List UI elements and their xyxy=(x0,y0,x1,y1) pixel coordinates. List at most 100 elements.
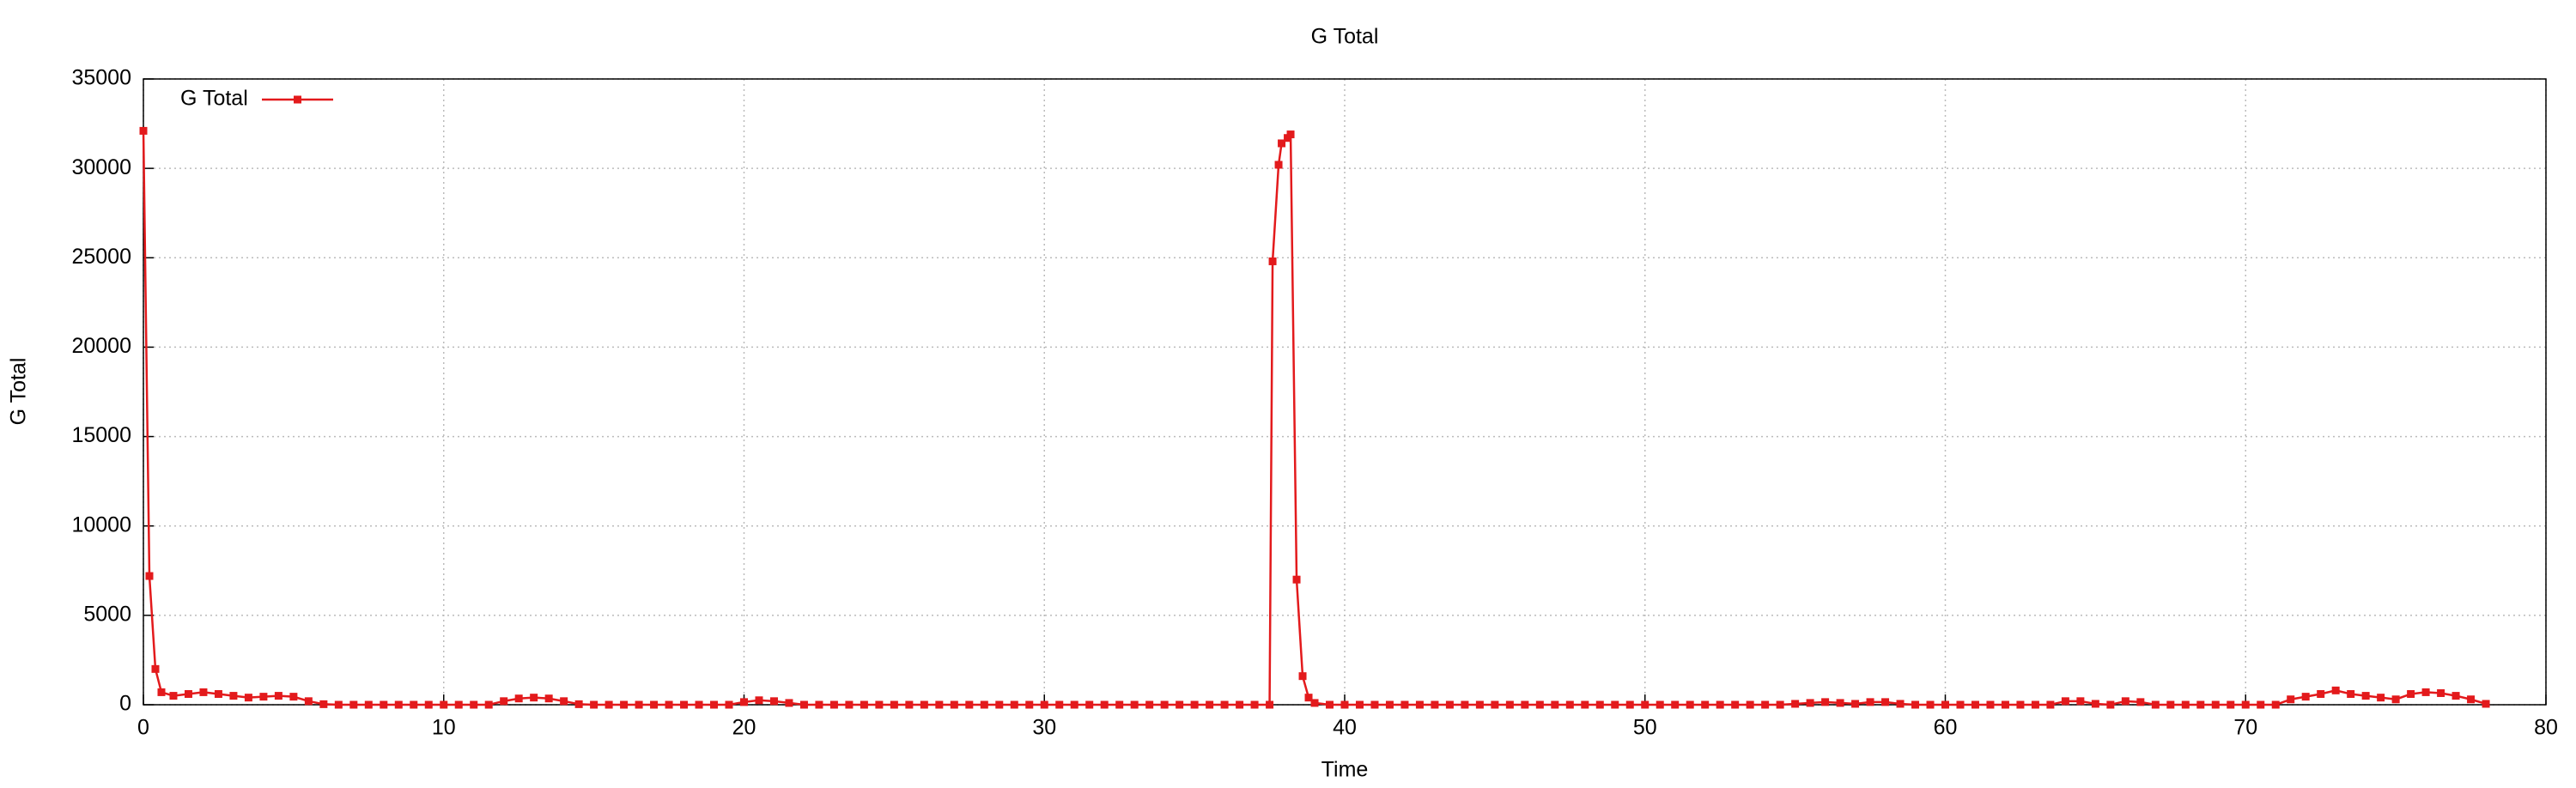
data-point xyxy=(2046,700,2055,709)
data-point xyxy=(2121,697,2129,706)
data-point xyxy=(560,697,568,706)
data-point xyxy=(440,700,448,709)
data-point xyxy=(2257,700,2265,709)
data-point xyxy=(1340,700,1349,709)
x-tick-label: 70 xyxy=(2233,716,2257,740)
data-point xyxy=(1266,700,1274,709)
data-point xyxy=(1100,700,1109,709)
data-point xyxy=(740,698,748,706)
data-point xyxy=(304,697,313,706)
data-point xyxy=(2241,700,2250,709)
data-point xyxy=(725,700,733,709)
x-tick-label: 20 xyxy=(732,716,756,740)
data-point xyxy=(1160,700,1169,709)
data-point xyxy=(364,700,373,709)
data-point xyxy=(2347,690,2355,699)
data-point xyxy=(2467,695,2476,704)
data-point xyxy=(1304,694,1313,702)
data-point xyxy=(1190,700,1199,709)
data-point xyxy=(1671,700,1680,709)
data-point xyxy=(1641,700,1649,709)
data-point xyxy=(965,700,974,709)
data-point xyxy=(1595,700,1604,709)
data-point xyxy=(890,700,898,709)
data-point xyxy=(635,700,643,709)
data-point xyxy=(860,700,868,709)
data-point xyxy=(2437,688,2445,697)
x-axis-label: Time xyxy=(1321,758,1369,782)
data-point xyxy=(2166,700,2175,709)
data-point xyxy=(544,694,553,703)
data-point xyxy=(1956,700,1965,709)
data-point xyxy=(695,700,703,709)
data-point xyxy=(2407,690,2415,699)
data-point xyxy=(2136,698,2145,706)
data-point xyxy=(259,693,268,701)
data-point xyxy=(1220,700,1229,709)
data-point xyxy=(1625,700,1634,709)
data-point xyxy=(1656,700,1664,709)
x-tick-label: 40 xyxy=(1333,716,1357,740)
data-point xyxy=(2151,700,2160,709)
data-point xyxy=(2016,700,2025,709)
data-point xyxy=(2482,700,2490,708)
data-point xyxy=(1551,700,1559,709)
data-point xyxy=(1701,700,1710,709)
data-point xyxy=(1370,700,1379,709)
data-point xyxy=(1971,700,1979,709)
x-tick-label: 30 xyxy=(1032,716,1056,740)
data-point xyxy=(1400,700,1409,709)
legend-marker xyxy=(294,95,301,104)
data-point xyxy=(710,700,719,709)
chart-title: G Total xyxy=(1311,25,1379,49)
legend-label: G Total xyxy=(180,87,248,111)
data-point xyxy=(1461,700,1469,709)
data-point xyxy=(1565,700,1574,709)
data-point xyxy=(2361,692,2370,700)
data-point xyxy=(605,700,613,709)
data-point xyxy=(244,694,252,702)
data-point xyxy=(169,692,178,700)
data-point xyxy=(199,688,208,696)
y-tick-label: 15000 xyxy=(71,423,131,447)
data-point xyxy=(995,700,1004,709)
data-point xyxy=(1070,700,1078,709)
data-point xyxy=(1268,257,1277,265)
data-point xyxy=(1326,700,1334,709)
data-point xyxy=(145,572,154,580)
data-point xyxy=(229,692,238,700)
data-point xyxy=(1986,700,1995,709)
data-point xyxy=(2451,692,2460,700)
data-point xyxy=(1521,700,1529,709)
data-point xyxy=(139,126,148,135)
data-point xyxy=(2181,700,2190,709)
data-point xyxy=(380,700,388,709)
data-point xyxy=(1274,161,1283,169)
data-point xyxy=(769,697,778,706)
data-point xyxy=(1761,700,1770,709)
data-point xyxy=(1292,575,1301,584)
data-point xyxy=(1851,700,1860,708)
data-point xyxy=(1310,699,1319,707)
data-point xyxy=(1716,700,1724,709)
data-point xyxy=(2421,688,2430,696)
data-point xyxy=(1866,698,1874,706)
data-point xyxy=(1286,130,1295,139)
data-point xyxy=(157,688,166,696)
data-point xyxy=(650,700,659,709)
data-point xyxy=(574,700,583,708)
data-point xyxy=(1611,700,1619,709)
data-point xyxy=(1415,700,1424,709)
data-point xyxy=(875,700,884,709)
data-point xyxy=(2317,690,2325,699)
data-point xyxy=(1941,700,1949,709)
data-point xyxy=(530,694,538,702)
data-point xyxy=(1025,700,1034,709)
data-point xyxy=(1505,700,1514,709)
data-point xyxy=(410,700,418,709)
data-point xyxy=(785,699,793,707)
data-point xyxy=(1355,700,1364,709)
data-point xyxy=(1236,700,1244,709)
x-tick-label: 80 xyxy=(2534,716,2558,740)
data-point xyxy=(274,692,283,700)
